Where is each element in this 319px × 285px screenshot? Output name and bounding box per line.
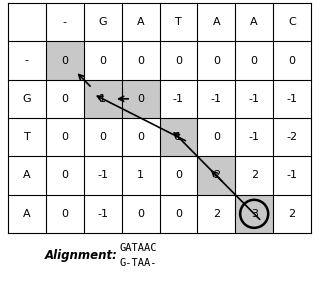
Text: 0: 0: [213, 132, 220, 142]
Text: 2: 2: [213, 170, 220, 180]
Bar: [197, 156, 235, 195]
Text: A: A: [250, 17, 258, 27]
Text: 0: 0: [61, 170, 68, 180]
Text: GATAAC: GATAAC: [120, 243, 158, 253]
Text: G-TAA-: G-TAA-: [120, 258, 158, 268]
Bar: [84, 80, 122, 118]
Text: 0: 0: [99, 132, 106, 142]
Text: -1: -1: [211, 94, 222, 104]
Text: 0: 0: [61, 56, 68, 66]
Text: -1: -1: [97, 170, 108, 180]
Text: 0: 0: [137, 94, 144, 104]
Bar: [160, 118, 197, 156]
Text: A: A: [212, 17, 220, 27]
Text: -1: -1: [249, 132, 260, 142]
Text: 0: 0: [175, 170, 182, 180]
Text: 1: 1: [175, 132, 182, 142]
Text: -1: -1: [97, 209, 108, 219]
Text: 2: 2: [288, 209, 296, 219]
Text: 0: 0: [61, 209, 68, 219]
Text: 0: 0: [289, 56, 296, 66]
Text: 0: 0: [251, 56, 258, 66]
Text: 0: 0: [175, 56, 182, 66]
Text: Alignment:: Alignment:: [45, 249, 118, 262]
Bar: [46, 41, 84, 80]
Text: A: A: [137, 17, 145, 27]
Text: 0: 0: [137, 56, 144, 66]
Text: A: A: [23, 209, 31, 219]
Text: G: G: [98, 17, 107, 27]
Text: 1: 1: [99, 94, 106, 104]
Text: 0: 0: [137, 209, 144, 219]
Text: 2: 2: [251, 170, 258, 180]
Text: 0: 0: [213, 56, 220, 66]
Text: T: T: [175, 17, 182, 27]
Text: 0: 0: [61, 94, 68, 104]
Text: 1: 1: [137, 170, 144, 180]
Text: 3: 3: [251, 209, 258, 219]
Text: 2: 2: [213, 209, 220, 219]
Text: -1: -1: [249, 94, 260, 104]
Text: 0: 0: [99, 56, 106, 66]
Text: T: T: [24, 132, 30, 142]
Text: -2: -2: [286, 132, 298, 142]
Bar: [235, 195, 273, 233]
Text: -1: -1: [286, 94, 298, 104]
Text: -1: -1: [173, 94, 184, 104]
Text: -: -: [25, 56, 29, 66]
Text: 0: 0: [61, 132, 68, 142]
Text: 0: 0: [175, 209, 182, 219]
Text: -1: -1: [286, 170, 298, 180]
Text: A: A: [23, 170, 31, 180]
Text: 0: 0: [137, 132, 144, 142]
Bar: [122, 80, 160, 118]
Text: G: G: [23, 94, 31, 104]
Text: -: -: [63, 17, 67, 27]
Text: C: C: [288, 17, 296, 27]
